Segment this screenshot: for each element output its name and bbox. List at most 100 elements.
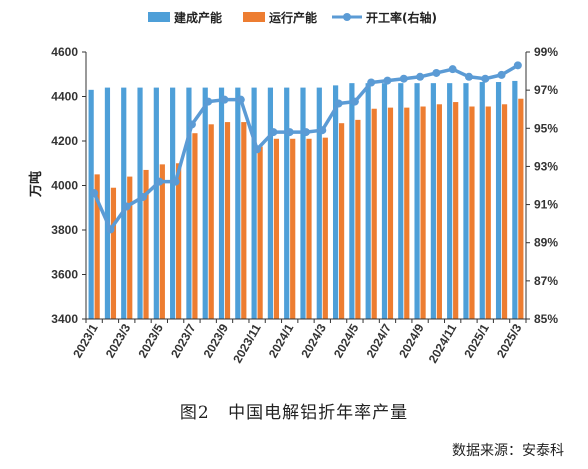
x-tick-2023/3: 2023/3: [103, 321, 134, 360]
bar-running-2023/5: [159, 164, 165, 319]
bar-running-2024/2: [306, 138, 312, 319]
bar-running-2024/3: [322, 137, 328, 319]
point-utilization-2024/12: [464, 72, 473, 81]
point-utilization-2025/2: [497, 70, 506, 79]
bar-running-2024/8: [404, 107, 410, 319]
plot-area: 3400 3600 3800 4000 4200 4400 4600 85% 87% 89% 91%…: [51, 45, 558, 365]
y-right-tick-87%: 87%: [534, 274, 558, 288]
legend-swatch-capacity: [148, 12, 170, 22]
bar-capacity-2024/4: [332, 85, 339, 319]
bar-running-2024/7: [387, 107, 394, 319]
bar-capacity-2023/8: [202, 87, 208, 319]
bar-running-2024/4: [338, 123, 345, 319]
point-utilization-2024/4: [334, 99, 343, 108]
y-right-tick-97%: 97%: [534, 83, 558, 97]
bar-capacity-2024/8: [398, 83, 404, 320]
source-note: 数据来源：安泰科: [452, 443, 564, 459]
bar-capacity-2023/12: [267, 87, 274, 319]
point-utilization-2023/6: [171, 177, 180, 186]
bar-capacity-2024/11: [447, 83, 453, 320]
point-utilization-2025/3: [513, 61, 522, 70]
bar-running-2023/2: [110, 187, 117, 319]
bar-capacity-2024/9: [414, 83, 420, 320]
x-tick-2024/1: 2024/1: [266, 321, 297, 360]
legend-label-running: 运行产能: [269, 10, 317, 25]
y-right-tick-99%: 99%: [534, 45, 558, 59]
point-utilization-2024/8: [399, 74, 408, 83]
x-tick-2024/7: 2024/7: [364, 321, 395, 360]
bar-running-2023/4: [143, 169, 149, 319]
bar-capacity-2025/3: [512, 80, 518, 319]
legend-swatch-running: [243, 12, 265, 22]
bar-capacity-2024/3: [316, 87, 322, 319]
point-utilization-2023/12: [269, 128, 278, 137]
bar-running-2023/8: [208, 124, 214, 319]
bar-running-2023/3: [127, 176, 133, 319]
bar-running-2024/1: [290, 138, 296, 319]
bar-capacity-2024/5: [349, 83, 355, 320]
y-right-tick-91%: 91%: [534, 198, 558, 212]
point-utilization-2023/10: [236, 95, 245, 104]
x-tick-2025/1: 2025/1: [461, 321, 492, 360]
point-utilization-2024/9: [416, 72, 425, 81]
point-utilization-2023/8: [204, 97, 213, 106]
bar-running-2024/10: [436, 104, 442, 319]
legend-marker-utilization: [343, 13, 351, 21]
x-tick-2025/3: 2025/3: [494, 321, 525, 360]
bar-capacity-2023/10: [235, 87, 241, 319]
point-utilization-2024/2: [302, 128, 310, 137]
point-utilization-2023/1: [90, 189, 99, 198]
point-utilization-2023/7: [187, 120, 196, 129]
bar-capacity-2023/11: [251, 87, 257, 319]
y-tick-4000: 4000: [51, 179, 78, 193]
bar-capacity-2023/1: [88, 89, 94, 319]
x-tick-2023/1: 2023/1: [70, 321, 101, 360]
bar-capacity-2024/12: [463, 83, 469, 320]
legend-label-capacity: 建成产能: [173, 10, 222, 25]
point-utilization-2024/1: [285, 128, 294, 137]
bar-running-2023/11: [257, 146, 263, 319]
bar-capacity-2023/3: [121, 87, 127, 319]
bar-running-2025/1: [485, 106, 491, 319]
bar-capacity-2024/6: [365, 83, 371, 320]
bar-running-2024/12: [469, 106, 475, 319]
point-utilization-2023/2: [106, 225, 115, 234]
y-axis-title: 万吨: [28, 171, 44, 198]
y-right-tick-95%: 95%: [534, 121, 558, 135]
bar-running-2024/11: [453, 102, 459, 319]
point-utilization-2024/3: [318, 126, 327, 135]
bar-running-2024/9: [420, 106, 426, 319]
x-tick-2023/5: 2023/5: [135, 321, 166, 360]
bar-capacity-2025/2: [495, 82, 502, 319]
y-tick-3600: 3600: [51, 268, 78, 282]
bar-running-2023/7: [192, 133, 198, 319]
bar-capacity-2023/4: [137, 87, 143, 319]
x-tick-2023/11: 2023/11: [230, 321, 264, 365]
y-tick-4600: 4600: [51, 45, 78, 59]
point-utilization-2023/5: [155, 177, 164, 186]
bar-capacity-2023/2: [104, 87, 111, 319]
x-tick-2023/7: 2023/7: [168, 321, 199, 360]
bar-running-2023/6: [176, 163, 182, 319]
y-tick-4200: 4200: [51, 134, 78, 148]
point-utilization-2024/6: [367, 78, 376, 87]
bar-capacity-2024/1: [284, 87, 290, 319]
x-tick-2024/5: 2024/5: [331, 321, 362, 360]
y-tick-4400: 4400: [51, 90, 78, 104]
bar-running-2025/2: [501, 104, 508, 319]
legend-label-utilization: 开工率(右轴): [366, 10, 437, 25]
bar-running-2025/3: [518, 98, 524, 319]
bar-running-2024/5: [355, 119, 361, 319]
point-utilization-2024/10: [432, 68, 441, 77]
x-tick-2023/9: 2023/9: [201, 321, 232, 360]
point-utilization-2023/11: [253, 145, 262, 154]
point-utilization-2023/4: [139, 192, 148, 201]
bar-capacity-2023/7: [186, 87, 192, 319]
y-right-tick-89%: 89%: [534, 236, 558, 250]
point-utilization-2024/5: [350, 97, 359, 106]
bar-capacity-2024/10: [430, 83, 436, 320]
bar-capacity-2025/1: [479, 82, 485, 319]
point-utilization-2023/9: [220, 95, 229, 104]
point-utilization-2024/7: [383, 76, 392, 85]
figure-title: 中国电解铝折年率产量: [228, 403, 409, 423]
